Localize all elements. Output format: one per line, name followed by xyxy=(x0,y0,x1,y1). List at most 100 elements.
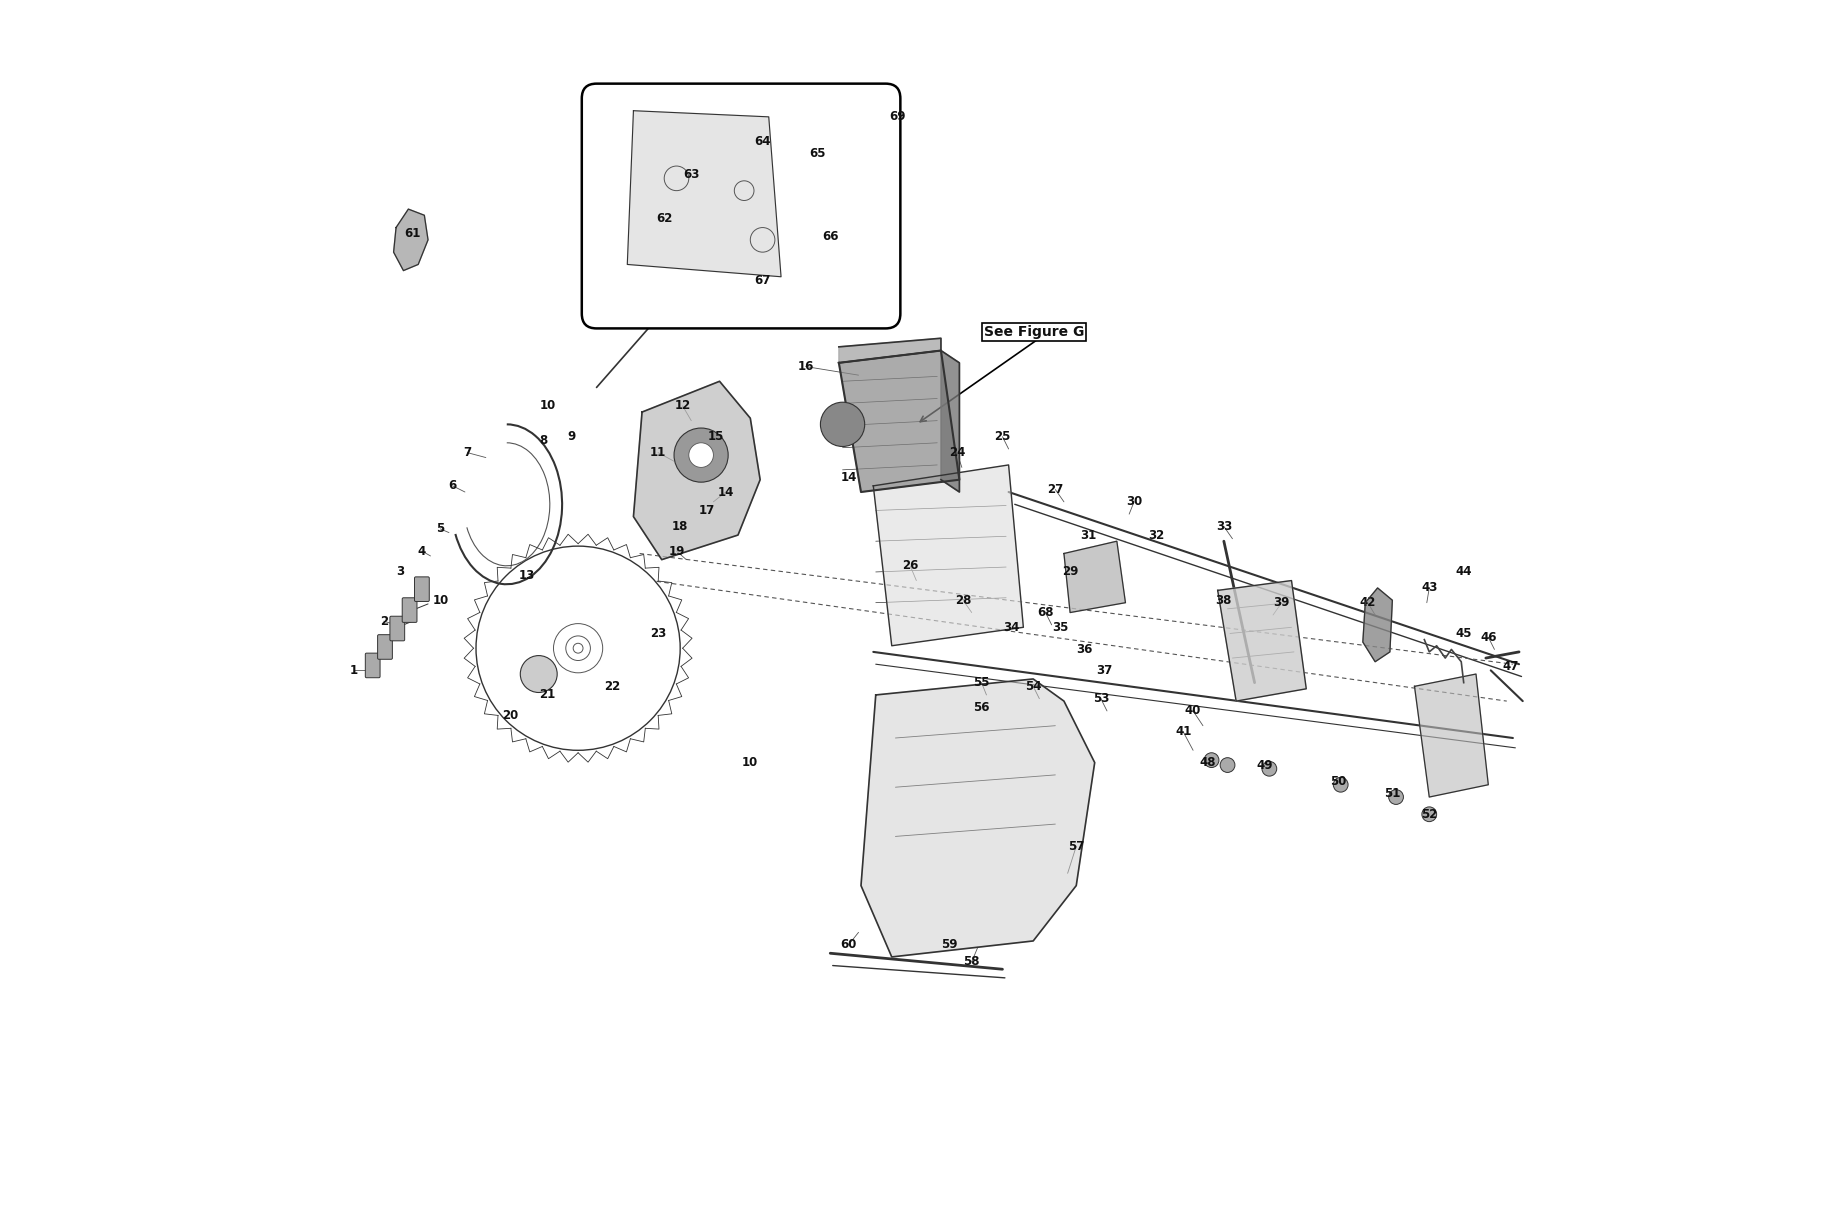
FancyBboxPatch shape xyxy=(365,653,380,678)
Polygon shape xyxy=(627,111,780,277)
Text: 14: 14 xyxy=(718,486,734,498)
Text: 66: 66 xyxy=(823,230,838,242)
Text: 1: 1 xyxy=(351,664,358,676)
Polygon shape xyxy=(839,338,941,363)
Circle shape xyxy=(1262,761,1277,776)
Circle shape xyxy=(673,428,729,482)
Text: 6: 6 xyxy=(448,480,458,492)
Text: 10: 10 xyxy=(742,756,758,769)
Text: 67: 67 xyxy=(755,274,771,287)
Text: 7: 7 xyxy=(463,446,472,459)
Text: 12: 12 xyxy=(675,400,690,412)
Text: 20: 20 xyxy=(502,710,518,722)
Text: 10: 10 xyxy=(539,400,555,412)
Circle shape xyxy=(566,636,590,661)
Text: 58: 58 xyxy=(963,956,980,968)
Text: See Figure G: See Figure G xyxy=(983,325,1085,339)
Text: 53: 53 xyxy=(1092,692,1109,705)
Text: 4: 4 xyxy=(417,545,426,557)
Text: 32: 32 xyxy=(1148,529,1164,541)
Text: 8: 8 xyxy=(539,434,548,446)
Text: 41: 41 xyxy=(1175,726,1192,738)
Text: 27: 27 xyxy=(1048,483,1063,496)
Text: 64: 64 xyxy=(755,135,771,148)
Text: 25: 25 xyxy=(994,430,1011,443)
Text: 35: 35 xyxy=(1052,621,1068,633)
Text: 10: 10 xyxy=(432,594,448,606)
Text: 18: 18 xyxy=(672,520,688,533)
FancyBboxPatch shape xyxy=(402,598,417,622)
Text: 28: 28 xyxy=(956,594,970,606)
Text: 69: 69 xyxy=(889,111,906,123)
Text: 16: 16 xyxy=(797,360,814,373)
Polygon shape xyxy=(941,351,959,492)
Text: 44: 44 xyxy=(1456,566,1472,578)
Text: 47: 47 xyxy=(1502,661,1518,673)
Text: 48: 48 xyxy=(1199,756,1216,769)
Text: 9: 9 xyxy=(568,430,576,443)
Polygon shape xyxy=(1415,674,1489,797)
FancyBboxPatch shape xyxy=(378,635,393,659)
FancyBboxPatch shape xyxy=(389,616,404,641)
Text: 14: 14 xyxy=(841,471,856,483)
Text: 3: 3 xyxy=(395,566,404,578)
Polygon shape xyxy=(393,209,428,271)
Circle shape xyxy=(1422,807,1437,822)
Text: 30: 30 xyxy=(1125,496,1142,508)
Text: 22: 22 xyxy=(605,680,620,692)
Circle shape xyxy=(1205,753,1220,768)
Polygon shape xyxy=(1218,581,1306,701)
Text: 49: 49 xyxy=(1256,759,1273,771)
Polygon shape xyxy=(873,465,1024,646)
Text: 43: 43 xyxy=(1421,582,1437,594)
Polygon shape xyxy=(1065,541,1125,613)
Text: 36: 36 xyxy=(1077,643,1092,656)
Polygon shape xyxy=(862,679,1094,957)
Text: 17: 17 xyxy=(699,504,716,517)
Circle shape xyxy=(1334,777,1349,792)
Circle shape xyxy=(821,402,865,446)
Text: 39: 39 xyxy=(1273,597,1290,609)
Circle shape xyxy=(476,546,681,750)
Text: 13: 13 xyxy=(518,569,535,582)
Text: 65: 65 xyxy=(810,148,827,160)
Polygon shape xyxy=(839,351,959,492)
Text: 37: 37 xyxy=(1096,664,1113,676)
Text: 59: 59 xyxy=(941,938,958,951)
Text: 55: 55 xyxy=(974,676,989,689)
Text: 11: 11 xyxy=(649,446,666,459)
Circle shape xyxy=(554,624,603,673)
Circle shape xyxy=(1389,790,1404,804)
Text: 29: 29 xyxy=(1063,566,1077,578)
Text: 57: 57 xyxy=(1068,840,1085,852)
Text: 60: 60 xyxy=(841,938,856,951)
Text: 52: 52 xyxy=(1421,808,1437,820)
Text: 15: 15 xyxy=(708,430,723,443)
Text: 2: 2 xyxy=(380,615,387,627)
Text: 42: 42 xyxy=(1360,597,1376,609)
Text: 34: 34 xyxy=(1004,621,1018,633)
Text: 63: 63 xyxy=(683,169,699,181)
Text: 61: 61 xyxy=(404,228,421,240)
Text: 31: 31 xyxy=(1081,529,1096,541)
Text: 54: 54 xyxy=(1026,680,1041,692)
Text: 19: 19 xyxy=(668,545,684,557)
Text: 26: 26 xyxy=(902,560,919,572)
Polygon shape xyxy=(1363,588,1393,662)
Circle shape xyxy=(688,443,714,467)
Text: 51: 51 xyxy=(1384,787,1400,800)
FancyBboxPatch shape xyxy=(581,84,900,328)
Text: 33: 33 xyxy=(1216,520,1232,533)
Text: 23: 23 xyxy=(649,627,666,640)
Text: 5: 5 xyxy=(435,523,445,535)
Text: 46: 46 xyxy=(1480,631,1496,643)
Text: 21: 21 xyxy=(539,689,555,701)
Text: 62: 62 xyxy=(657,213,672,225)
Text: 24: 24 xyxy=(948,446,965,459)
FancyBboxPatch shape xyxy=(415,577,430,601)
Text: 50: 50 xyxy=(1330,775,1347,787)
Circle shape xyxy=(520,656,557,692)
Text: 56: 56 xyxy=(974,701,989,713)
Text: 45: 45 xyxy=(1456,627,1472,640)
Polygon shape xyxy=(633,381,760,560)
